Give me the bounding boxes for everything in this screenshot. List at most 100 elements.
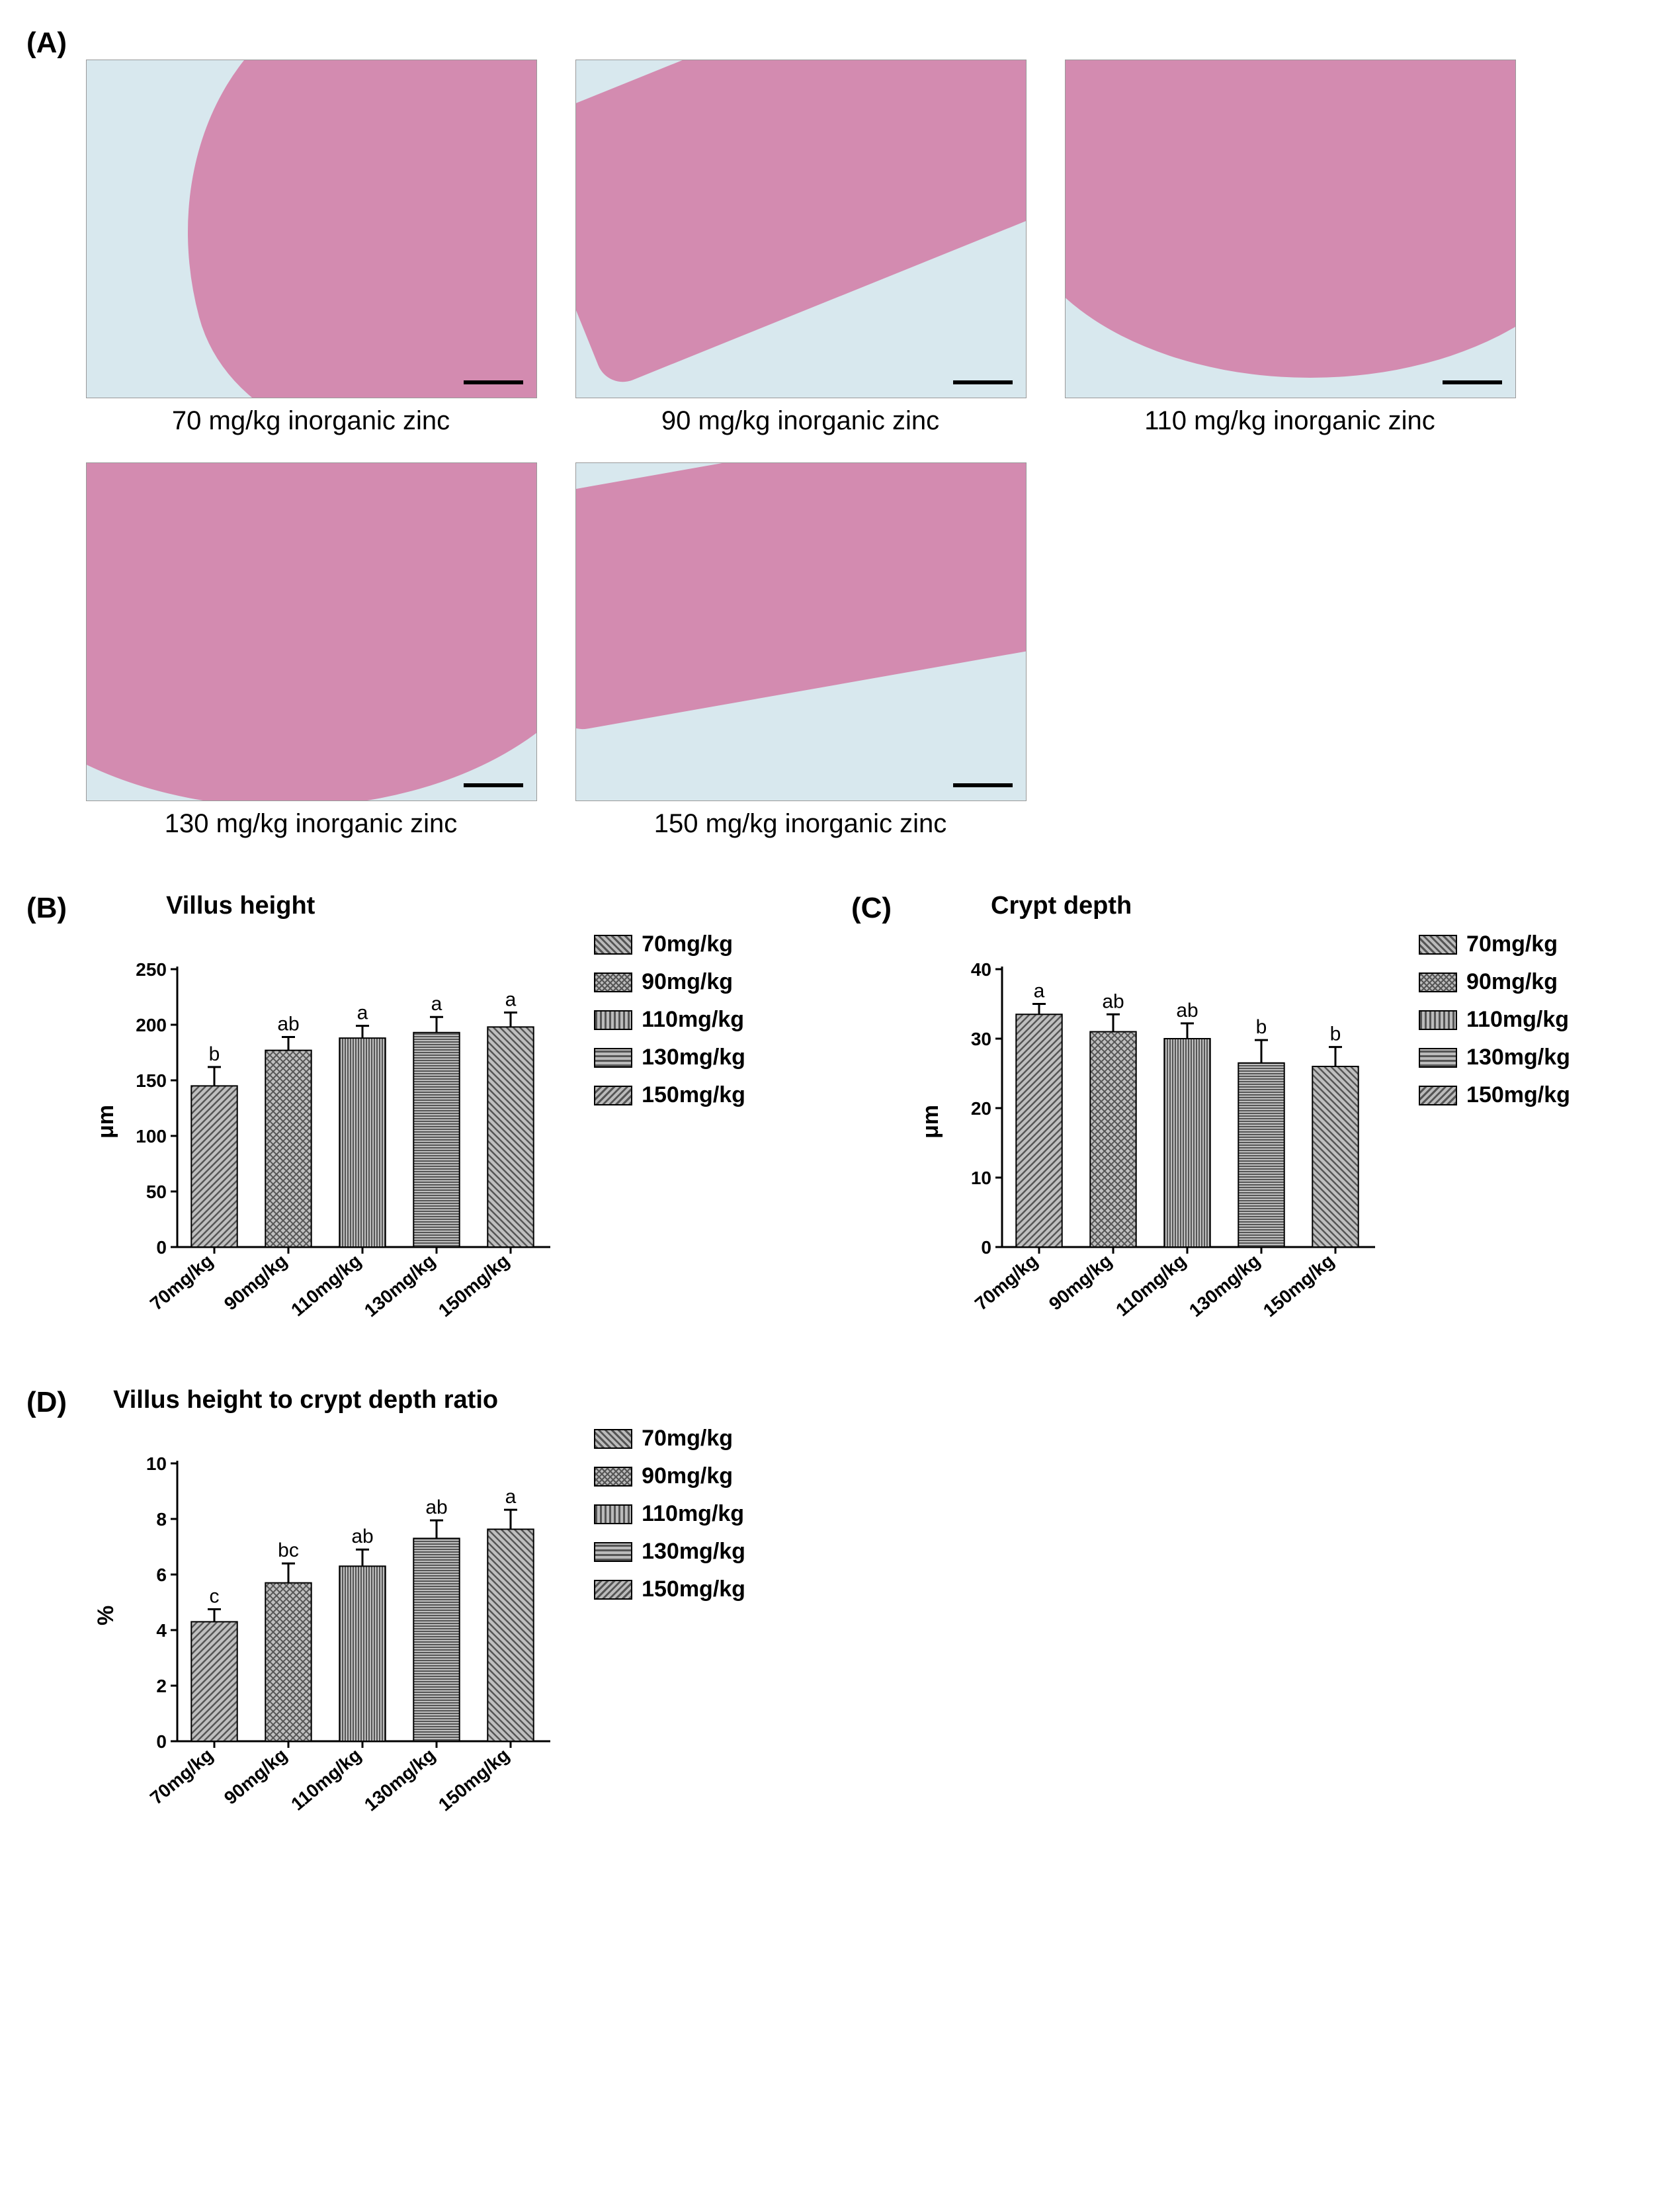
svg-text:a: a [505,1486,517,1508]
svg-text:b: b [1330,1023,1341,1045]
panel-c: (C) Crypt depth μm 010203040a70mg/kgab90… [851,892,1570,1333]
legend-swatch [1419,1048,1457,1068]
legend-swatch [594,1010,632,1030]
svg-text:110mg/kg: 110mg/kg [287,1745,365,1815]
svg-text:150mg/kg: 150mg/kg [1259,1250,1338,1321]
legend-swatch [594,1542,632,1562]
legend-item: 70mg/kg [594,931,745,957]
bar [265,1583,311,1741]
svg-text:ab: ab [277,1013,299,1035]
micrograph-110 [1065,60,1516,398]
svg-text:b: b [1256,1016,1267,1038]
panel-c-label: (C) [851,892,892,925]
svg-text:ab: ab [1176,1000,1198,1021]
legend-label: 90mg/kg [1466,969,1558,995]
svg-text:2: 2 [157,1676,167,1696]
svg-text:30: 30 [971,1029,991,1049]
svg-text:130mg/kg: 130mg/kg [1185,1250,1264,1321]
legend-label: 110mg/kg [642,1501,744,1527]
svg-text:6: 6 [157,1565,167,1585]
legend-item: 110mg/kg [1419,1007,1570,1033]
bar [191,1086,237,1247]
legend-item: 150mg/kg [1419,1082,1570,1108]
legend-item: 70mg/kg [594,1426,745,1451]
bar [1164,1039,1210,1247]
legend-label: 70mg/kg [642,1426,733,1451]
legend-item: 130mg/kg [1419,1045,1570,1070]
micrograph-row-1: 70 mg/kg inorganic zinc 90 mg/kg inorgan… [86,60,1654,436]
svg-text:ab: ab [425,1496,447,1518]
scalebar-icon [1443,380,1502,384]
chart-b-svg: 050100150200250b70mg/kgab90mg/kga110mg/k… [124,929,561,1333]
bar [1238,1063,1284,1247]
svg-text:150mg/kg: 150mg/kg [435,1250,513,1321]
legend-swatch [594,1580,632,1600]
svg-text:0: 0 [157,1237,167,1258]
svg-text:ab: ab [1102,990,1124,1012]
legend-swatch [1419,935,1457,955]
legend-swatch [1419,972,1457,992]
legend-item: 90mg/kg [1419,969,1570,995]
legend-item: 110mg/kg [594,1007,745,1033]
chart-row-bc: (B) Villus height μm 050100150200250b70m… [26,892,1654,1333]
chart-d-title: Villus height to crypt depth ratio [113,1386,498,1414]
micrograph-caption: 130 mg/kg inorganic zinc [86,809,536,839]
scalebar-icon [464,783,523,787]
legend-swatch [594,1048,632,1068]
micrograph-row-2: 130 mg/kg inorganic zinc 150 mg/kg inorg… [86,462,1654,839]
svg-text:a: a [505,989,517,1011]
legend-swatch [594,935,632,955]
svg-text:a: a [431,993,442,1015]
svg-text:0: 0 [157,1731,167,1752]
bar [191,1621,237,1741]
legend-item: 70mg/kg [1419,931,1570,957]
svg-text:110mg/kg: 110mg/kg [287,1250,365,1320]
legend-label: 130mg/kg [642,1539,745,1565]
legend-label: 70mg/kg [1466,931,1558,957]
bar [339,1038,385,1247]
legend-label: 110mg/kg [1466,1007,1569,1033]
panel-a: (A) 70 mg/kg inorganic zinc 90 mg/kg ino… [26,26,1654,839]
bar [487,1027,533,1247]
chart-d-ylabel: % [93,1477,119,1774]
legend-swatch [594,1504,632,1524]
micrograph-caption: 110 mg/kg inorganic zinc [1065,406,1515,436]
svg-text:a: a [1034,980,1045,1002]
svg-text:8: 8 [157,1509,167,1530]
svg-text:10: 10 [971,1168,991,1188]
micrograph-90 [575,60,1027,398]
panel-d-label: (D) [26,1386,67,1419]
legend-label: 130mg/kg [642,1045,745,1070]
svg-text:40: 40 [971,959,991,980]
legend-swatch [594,1086,632,1105]
legend-item: 90mg/kg [594,969,745,995]
legend-item: 130mg/kg [594,1539,745,1565]
legend-swatch [1419,1010,1457,1030]
scalebar-icon [953,380,1013,384]
legend-item: 150mg/kg [594,1577,745,1602]
legend-label: 130mg/kg [1466,1045,1570,1070]
legend-item: 90mg/kg [594,1463,745,1489]
panel-a-label: (A) [26,26,67,60]
bar [1090,1032,1136,1248]
panel-b-label: (B) [26,892,67,925]
chart-row-d: (D) Villus height to crypt depth ratio %… [26,1386,1654,1827]
svg-text:150: 150 [136,1070,167,1091]
svg-text:90mg/kg: 90mg/kg [220,1250,291,1315]
svg-text:50: 50 [146,1182,167,1202]
chart-c-svg: 010203040a70mg/kgab90mg/kgab110mg/kgb130… [949,929,1386,1333]
svg-text:b: b [209,1043,220,1065]
bar [1016,1014,1062,1247]
svg-text:110mg/kg: 110mg/kg [1112,1250,1190,1320]
legend-label: 90mg/kg [642,1463,733,1489]
legend-item: 150mg/kg [594,1082,745,1108]
legend-swatch [594,972,632,992]
micrograph-150 [575,462,1027,801]
scalebar-icon [464,380,523,384]
legend-label: 150mg/kg [642,1082,745,1108]
chart-b-ylabel: μm [93,982,119,1280]
svg-text:c: c [210,1586,220,1608]
svg-text:70mg/kg: 70mg/kg [971,1250,1042,1315]
micrograph-130 [86,462,537,801]
chart-d-svg: 0246810c70mg/kgbc90mg/kgab110mg/kgab130m… [124,1424,561,1827]
